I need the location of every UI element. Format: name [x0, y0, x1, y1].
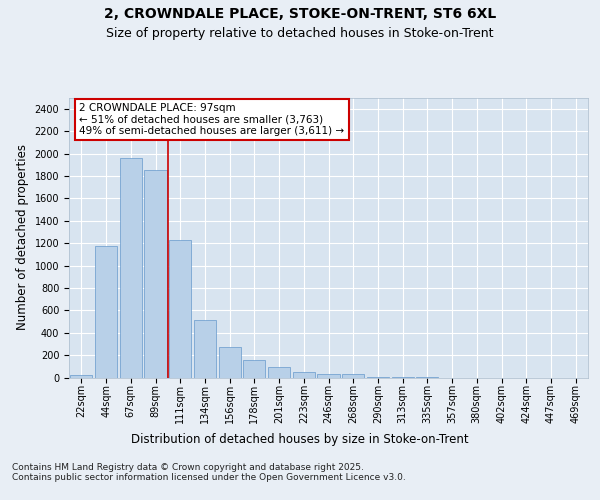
Bar: [70, 375, 92, 378]
Text: 2 CROWNDALE PLACE: 97sqm
← 51% of detached houses are smaller (3,763)
49% of sem: 2 CROWNDALE PLACE: 97sqm ← 51% of detach…: [79, 103, 344, 136]
Bar: [145, 170, 167, 378]
Text: Size of property relative to detached houses in Stoke-on-Trent: Size of property relative to detached ho…: [106, 28, 494, 40]
Bar: [169, 240, 191, 378]
Bar: [317, 374, 340, 378]
Text: 2, CROWNDALE PLACE, STOKE-ON-TRENT, ST6 6XL: 2, CROWNDALE PLACE, STOKE-ON-TRENT, ST6 …: [104, 8, 496, 22]
Bar: [243, 360, 265, 378]
Bar: [95, 246, 117, 378]
Bar: [367, 377, 389, 378]
Y-axis label: Number of detached properties: Number of detached properties: [16, 144, 29, 330]
Bar: [119, 158, 142, 378]
Bar: [268, 367, 290, 378]
Bar: [342, 374, 364, 378]
Bar: [293, 372, 315, 378]
Bar: [218, 348, 241, 378]
Text: Distribution of detached houses by size in Stoke-on-Trent: Distribution of detached houses by size …: [131, 432, 469, 446]
Bar: [194, 320, 216, 378]
Text: Contains HM Land Registry data © Crown copyright and database right 2025.
Contai: Contains HM Land Registry data © Crown c…: [12, 462, 406, 482]
